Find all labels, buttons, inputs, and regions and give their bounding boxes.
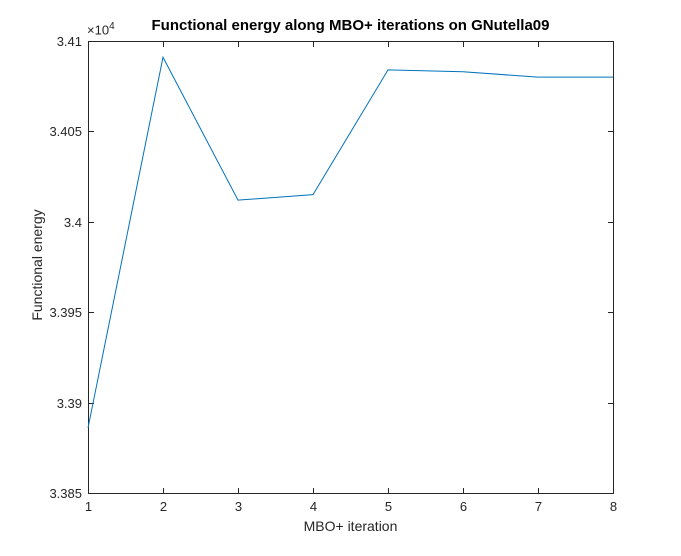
x-axis-label: MBO+ iteration <box>303 518 398 534</box>
y-tick-label: 3.395 <box>49 305 82 320</box>
x-tick-label: 5 <box>385 499 392 514</box>
x-tick-label: 8 <box>610 499 617 514</box>
x-tick-label: 2 <box>160 499 167 514</box>
y-tick-label: 3.39 <box>57 396 82 411</box>
x-tick-label: 6 <box>460 499 467 514</box>
y-tick-label: 3.405 <box>49 124 82 139</box>
y-axis-exponent-power: 4 <box>109 21 115 32</box>
y-tick-label: 3.4 <box>64 215 82 230</box>
y-axis-exponent: ×104 <box>87 21 115 37</box>
x-tick-label: 3 <box>235 499 242 514</box>
x-tick-label: 4 <box>310 499 317 514</box>
chart-title: Functional energy along MBO+ iterations … <box>151 17 550 34</box>
y-axis-label: Functional energy <box>29 209 45 321</box>
y-axis-exponent-base: ×10 <box>87 22 110 38</box>
axis-box <box>88 41 614 494</box>
x-tick-label: 7 <box>535 499 542 514</box>
y-tick-label: 3.385 <box>49 486 82 501</box>
data-line-series <box>87 55 613 429</box>
x-tick-label: 1 <box>85 499 92 514</box>
y-tick-label: 3.41 <box>57 34 82 49</box>
